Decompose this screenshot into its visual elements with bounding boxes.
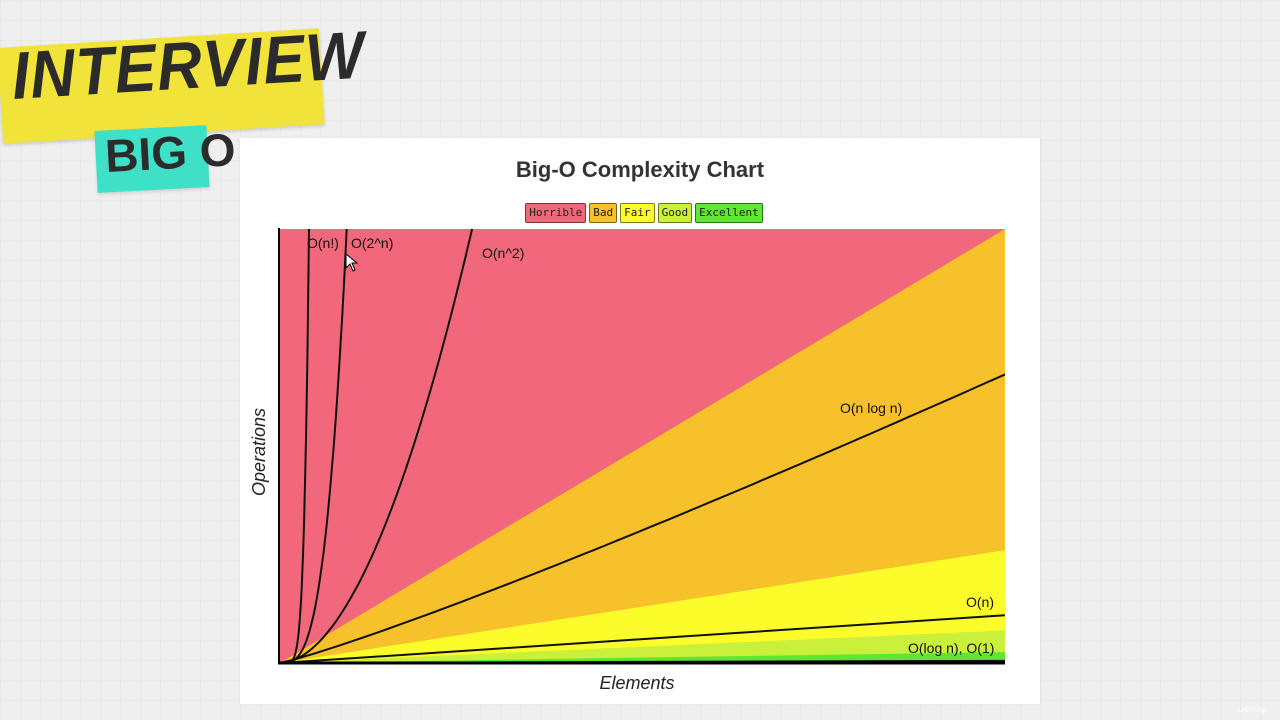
region-bad xyxy=(280,229,1005,663)
label-nlogn: O(n log n) xyxy=(840,400,902,416)
region-good xyxy=(280,630,1005,663)
legend-item-good: Good xyxy=(657,203,693,223)
curve-quadratic xyxy=(279,228,474,664)
curve-nlogn xyxy=(279,373,1006,664)
legend-item-bad: Bad xyxy=(589,203,618,223)
udemy-watermark: Udemy xyxy=(1237,704,1266,714)
legend-item-horrible: Horrible xyxy=(525,203,587,223)
y-axis-label: Operations xyxy=(249,408,269,496)
x-axis-label: Elements xyxy=(599,673,674,693)
label-factorial: O(n!) xyxy=(307,235,339,251)
label-quadratic: O(n^2) xyxy=(482,245,524,261)
curve-linear xyxy=(279,614,1006,664)
label-log-constant: O(log n), O(1) xyxy=(908,640,994,656)
label-linear: O(n) xyxy=(966,594,994,610)
region-fair xyxy=(280,550,1005,663)
legend-item-excellent: Excellent xyxy=(695,203,763,223)
mouse-cursor-icon xyxy=(345,252,359,272)
legend-item-fair: Fair xyxy=(620,203,655,223)
chart-title: Big-O Complexity Chart xyxy=(515,157,765,182)
label-exponential: O(2^n) xyxy=(351,235,393,251)
complexity-regions xyxy=(280,229,1005,663)
chart-legend: Horrible Bad Fair Good Excellent xyxy=(0,203,1280,223)
